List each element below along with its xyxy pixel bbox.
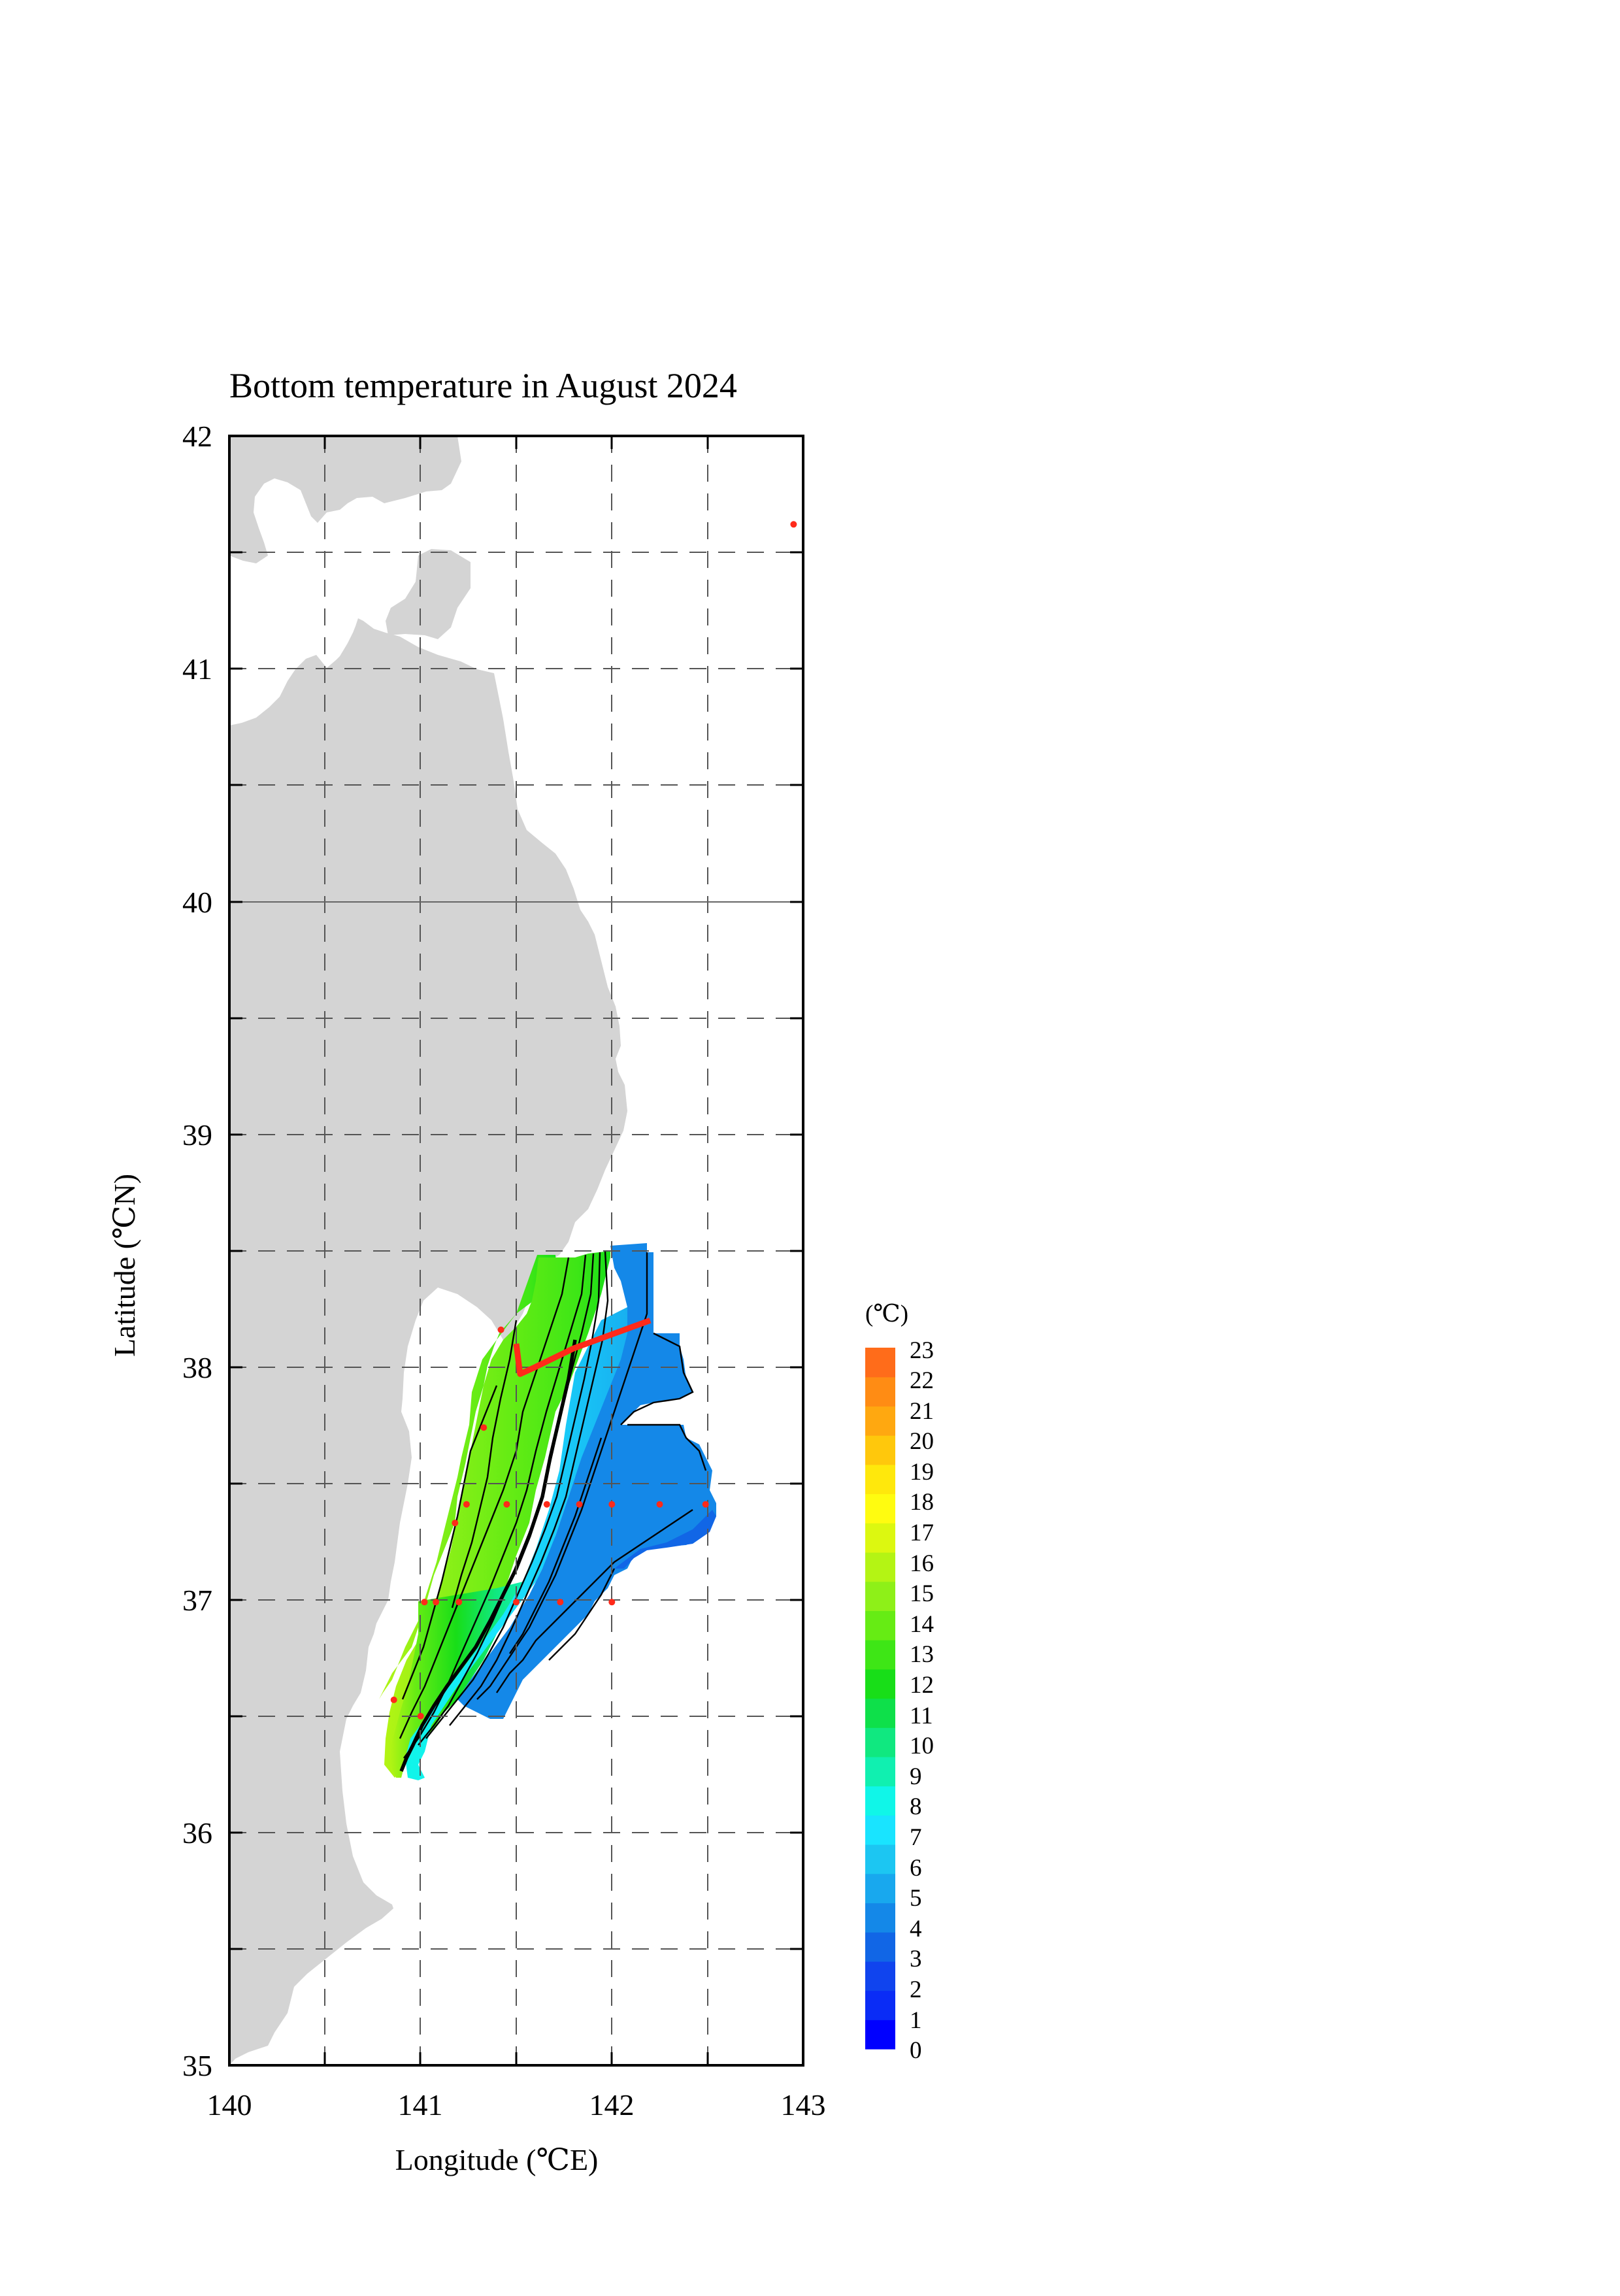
y-axis-title: Latitude (℃N): [108, 1174, 141, 1357]
colorbar-swatch: [865, 1990, 895, 2020]
station-marker: [417, 1712, 424, 1720]
colorbar-swatch: [865, 1523, 895, 1553]
station-marker: [463, 1501, 470, 1508]
colorbar-swatch: [865, 2020, 895, 2050]
land-shimokita: [386, 549, 471, 639]
x-tick-label: 143: [781, 2088, 826, 2121]
colorbar-swatch: [865, 1815, 895, 1845]
survey-stations: [390, 521, 797, 1720]
y-tick-label: 40: [182, 886, 212, 919]
colorbar-swatch: [865, 1698, 895, 1728]
colorbar-label: 8: [910, 1793, 922, 1820]
colorbar-swatch: [865, 1610, 895, 1640]
colorbar-label: 21: [910, 1398, 934, 1425]
land-hokkaido: [229, 436, 461, 563]
y-tick-label: 35: [182, 2049, 212, 2082]
temp-field-deep-south: [614, 1510, 716, 1569]
y-tick-label: 39: [182, 1118, 212, 1152]
station-marker: [790, 521, 797, 528]
colorbar-swatch: [865, 1669, 895, 1699]
colorbar-label: 4: [910, 1916, 922, 1942]
colorbar-swatch: [865, 1756, 895, 1787]
colorbar-label: 6: [910, 1855, 922, 1882]
colorbar-swatch: [865, 1406, 895, 1436]
temp-field-slope: [405, 1301, 647, 1780]
colorbar-swatch: [865, 1376, 895, 1406]
colorbar-label: 22: [910, 1367, 934, 1394]
colorbar-label: 18: [910, 1489, 934, 1516]
colorbar-label: 13: [910, 1641, 934, 1668]
station-marker: [513, 1599, 520, 1606]
graticule: [229, 436, 803, 2065]
colorbar-swatch: [865, 1903, 895, 1933]
isotherm-contours: [399, 1250, 707, 1759]
station-marker: [557, 1599, 564, 1606]
x-tick-label: 142: [589, 2088, 635, 2121]
station-marker: [390, 1696, 397, 1703]
x-axis-title: Longitude (℃E): [395, 2143, 599, 2176]
colorbar-label: 5: [910, 1885, 922, 1912]
colorbar-swatch: [865, 1493, 895, 1523]
colorbar-swatch: [865, 1727, 895, 1757]
station-marker: [543, 1501, 550, 1508]
colorbar-label: 7: [910, 1824, 922, 1851]
colorbar-label: 14: [910, 1611, 934, 1638]
colorbar-label: 9: [910, 1763, 922, 1790]
y-tick-label: 41: [182, 652, 212, 686]
y-tick-label: 42: [182, 420, 212, 453]
map-title: Bottom temperature in August 2024: [229, 366, 737, 405]
colorbar-swatch: [865, 1873, 895, 1904]
y-tick-label: 38: [182, 1351, 212, 1384]
colorbar-label: 3: [910, 1946, 922, 1972]
colorbar-unit: (℃): [865, 1301, 908, 1327]
colorbar-label: 23: [910, 1337, 934, 1364]
colorbar-swatch: [865, 1348, 895, 1378]
axis-ticks: [228, 436, 804, 2065]
x-tick-label: 140: [207, 2088, 252, 2121]
colorbar-label: 11: [910, 1703, 933, 1729]
colorbar-swatch: [865, 1961, 895, 1991]
colorbar: [865, 1348, 895, 2050]
colorbar-swatch: [865, 1786, 895, 1816]
colorbar-swatch: [865, 1581, 895, 1611]
station-marker: [455, 1599, 463, 1606]
colorbar-label: 10: [910, 1733, 934, 1759]
y-tick-label: 37: [182, 1584, 212, 1617]
x-tick-label: 141: [398, 2088, 443, 2121]
colorbar-label: 2: [910, 1976, 922, 2003]
station-marker: [497, 1326, 504, 1333]
station-marker: [433, 1599, 440, 1606]
colorbar-swatch: [865, 1844, 895, 1874]
station-marker: [421, 1599, 428, 1606]
colorbar-label: 15: [910, 1580, 934, 1607]
station-marker: [608, 1501, 616, 1508]
colorbar-label: 17: [910, 1520, 934, 1546]
station-marker: [702, 1501, 709, 1508]
colorbar-labels: 23 22 21 20 19 18 17 16 15 14 13 12 11 1…: [910, 1337, 934, 2064]
colorbar-label: 20: [910, 1428, 934, 1455]
colorbar-label: 19: [910, 1459, 934, 1486]
survey-track: [513, 1318, 652, 1377]
land-honshu: [229, 618, 627, 2065]
station-marker: [452, 1520, 459, 1527]
colorbar-swatch: [865, 1552, 895, 1582]
colorbar-label: 12: [910, 1672, 934, 1699]
colorbar-label: 16: [910, 1550, 934, 1577]
y-tick-label: 36: [182, 1816, 212, 1850]
colorbar-swatch: [865, 1435, 895, 1465]
colorbar-swatch: [865, 1464, 895, 1495]
station-marker: [656, 1501, 663, 1508]
isotherm-front: [399, 1339, 577, 1772]
station-marker: [608, 1599, 616, 1606]
station-marker: [576, 1501, 583, 1508]
station-marker: [480, 1424, 488, 1431]
colorbar-swatch: [865, 1932, 895, 1962]
colorbar-label: 1: [910, 2007, 922, 2034]
station-marker: [503, 1501, 510, 1508]
colorbar-label: 0: [910, 2037, 922, 2064]
colorbar-swatch: [865, 1640, 895, 1670]
